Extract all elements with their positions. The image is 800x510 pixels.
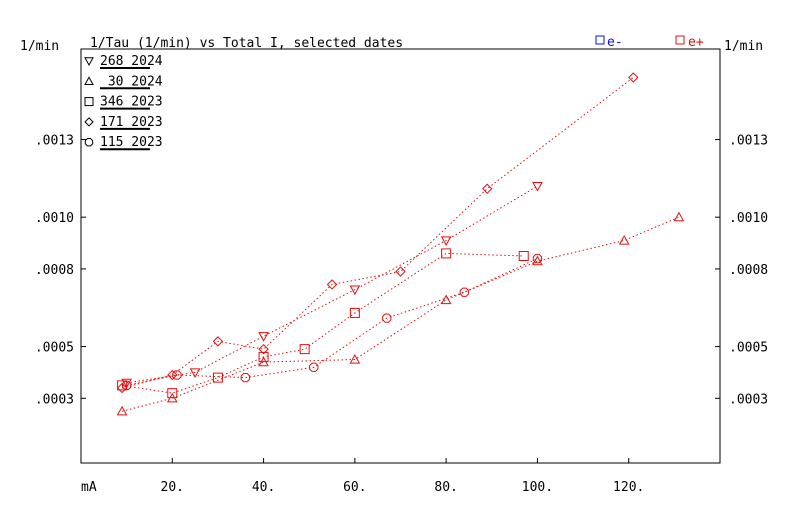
data-point-diamond [116,382,128,394]
data-point-octagon [121,380,132,391]
top-legend-e-plus: e+ [675,35,704,50]
data-point-diamond [258,343,269,355]
data-point-octagon [172,370,182,380]
data-point-square [258,351,269,362]
y-tick-label-right: .0010 [729,211,768,226]
data-point-triangle-down [440,236,452,247]
data-point-triangle-down [258,332,269,342]
legend-item: 171 2023 [84,115,163,130]
x-tick-label: 100. [522,480,553,495]
y-tick-label-right: .0008 [729,263,768,278]
legend-label: 171 2023 [100,115,163,130]
series-2 [117,248,529,399]
data-point-square [518,251,529,261]
series-4 [121,253,543,391]
data-point-square [299,344,310,355]
series-layer [116,72,685,416]
data-point-triangle-up [673,211,685,222]
y-tick-label-left: .0003 [35,392,74,407]
data-point-diamond [326,279,338,290]
e-plus-swatch [675,35,685,45]
chart-title: 1/Tau (1/min) vs Total I, selected dates [90,36,403,51]
data-point-diamond [395,266,406,277]
data-point-diamond [167,369,178,381]
data-point-triangle-down [532,182,543,192]
y-tick-label-left: .0008 [35,263,74,278]
series-0 [121,182,543,389]
series-3 [116,72,639,394]
data-point-triangle-down [121,378,132,389]
y-axis-label-right: 1/min [724,39,763,54]
top-legend-e-minus: e- [595,35,623,50]
data-point-diamond [628,72,639,83]
y-tick-label-right: .0003 [729,392,768,407]
data-point-octagon [240,372,250,383]
e-plus-label: e+ [688,35,704,50]
y-axis-label-left: 1/min [20,39,59,54]
x-tick-label: 60. [343,480,366,495]
data-point-square [212,372,223,383]
data-point-square [441,248,452,259]
y-tick-label-right: .0013 [729,134,768,149]
legend-marker-octagon [84,138,94,147]
y-tick-label-left: .0013 [35,134,74,149]
data-point-square [349,307,360,318]
legend-item: 30 2024 [84,74,163,90]
data-point-diamond [212,336,224,347]
series-1 [116,211,685,416]
e-minus-label: e- [607,35,623,50]
legend-label: 30 2024 [100,74,163,89]
data-point-triangle-up [349,353,361,364]
data-point-triangle-up [532,255,543,266]
data-point-square [117,380,128,391]
series-line [122,252,524,394]
data-point-triangle-down [189,368,201,378]
data-point-diamond [482,183,493,194]
y-tick-label-right: .0005 [729,341,768,356]
x-axis-label: mA [81,480,97,495]
x-tick-label: 120. [613,480,644,495]
data-point-square [167,388,178,399]
x-tick-label: 80. [434,480,457,495]
data-point-octagon [459,287,470,297]
legend-marker-triangle-down [84,57,94,67]
legend-item: 115 2023 [84,135,163,151]
data-point-octagon [382,313,392,323]
legend-label: 268 2024 [100,54,163,69]
legend-item: 268 2024 [84,54,163,69]
x-tick-label: 20. [161,480,184,495]
data-point-triangle-up [116,405,128,416]
legend-label: 115 2023 [100,135,163,150]
series-line [126,258,538,386]
series-line [121,216,680,412]
x-tick-label: 40. [252,480,275,495]
axis-ticks: 20. 40. 60. 80. 100. 120. .0003 .0003 .0005 .0005… [35,134,768,495]
y-tick-label-left: .0005 [35,341,74,356]
data-point-octagon [309,362,319,372]
e-minus-swatch [595,35,605,45]
legend-marker-triangle-up [84,76,94,85]
legend-marker-diamond [84,117,94,127]
data-point-triangle-up [618,234,630,245]
data-point-octagon [532,253,543,264]
data-point-triangle-down [349,285,361,296]
y-tick-label-left: .0010 [35,211,74,226]
legend-marker-square [84,97,94,107]
series-legend: 268 2024 30 2024 346 2023 171 2023 115 2023 [84,54,163,151]
series-line [121,77,634,389]
legend-item: 346 2023 [84,95,163,110]
plot-frame [80,48,721,464]
legend-label: 346 2023 [100,95,163,110]
